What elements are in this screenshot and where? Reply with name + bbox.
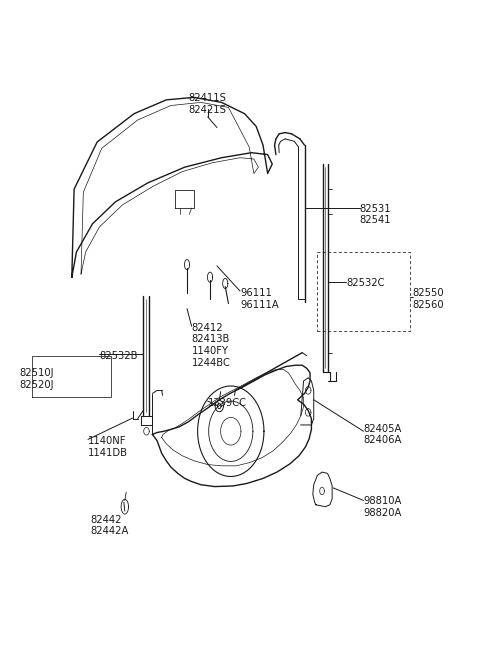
Text: 82532B: 82532B <box>99 351 138 361</box>
Text: 96111
96111A: 96111 96111A <box>240 288 279 310</box>
Text: 1140NF
1141DB: 1140NF 1141DB <box>88 436 128 458</box>
Text: 1339CC: 1339CC <box>208 398 247 408</box>
Text: 82532C: 82532C <box>346 278 384 288</box>
Text: 98810A
98820A: 98810A 98820A <box>363 496 402 517</box>
Text: 82550
82560: 82550 82560 <box>413 288 444 310</box>
Text: 82442
82442A: 82442 82442A <box>90 515 129 536</box>
Text: 82531
82541: 82531 82541 <box>360 204 391 225</box>
Text: 82412
82413B
1140FY
1244BC: 82412 82413B 1140FY 1244BC <box>192 323 230 367</box>
Text: 82405A
82406A: 82405A 82406A <box>363 424 402 445</box>
Text: 82510J
82520J: 82510J 82520J <box>20 368 54 390</box>
Text: 82411S
82421S: 82411S 82421S <box>189 94 227 115</box>
